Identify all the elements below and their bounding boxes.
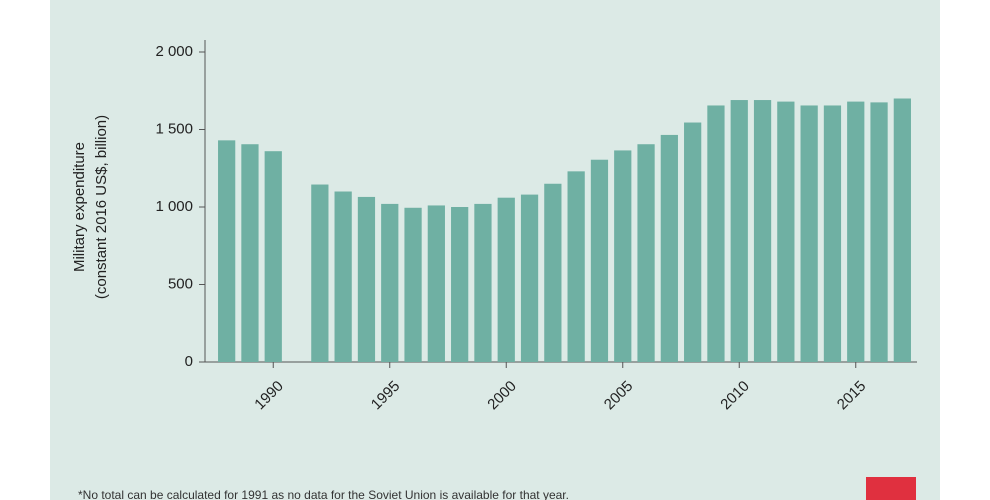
bar xyxy=(823,105,842,362)
bar xyxy=(730,100,748,363)
y-axis-label: Military expenditure xyxy=(71,142,88,272)
bar xyxy=(451,207,469,362)
bar xyxy=(381,203,399,362)
bar xyxy=(427,205,445,362)
bar xyxy=(637,144,655,362)
bar xyxy=(311,184,329,362)
y-axis-label: (constant 2016 US$, billion) xyxy=(93,115,110,299)
bar xyxy=(614,150,632,362)
bar xyxy=(544,183,562,362)
logo-block xyxy=(866,477,916,500)
bar xyxy=(520,194,539,362)
y-tick-label: 500 xyxy=(168,275,193,292)
bar xyxy=(357,196,376,362)
bar xyxy=(241,144,259,362)
bar xyxy=(800,105,818,362)
y-tick-label: 2 000 xyxy=(155,43,193,60)
bar xyxy=(218,140,236,362)
bar xyxy=(567,171,585,362)
bar xyxy=(847,101,865,362)
bar xyxy=(474,203,492,362)
bar xyxy=(684,122,702,363)
bar xyxy=(893,98,911,362)
bar xyxy=(404,207,422,362)
bar xyxy=(777,101,795,362)
bar xyxy=(870,102,888,362)
bar xyxy=(334,191,352,362)
bar xyxy=(753,100,772,363)
bar xyxy=(707,105,725,362)
bar xyxy=(660,134,678,362)
footnote: *No total can be calculated for 1991 as … xyxy=(78,488,569,500)
y-tick-label: 0 xyxy=(185,353,193,370)
bar xyxy=(497,197,515,362)
bar xyxy=(590,159,609,362)
bar xyxy=(264,151,282,362)
y-tick-label: 1 500 xyxy=(155,120,193,137)
y-tick-label: 1 000 xyxy=(155,198,193,215)
